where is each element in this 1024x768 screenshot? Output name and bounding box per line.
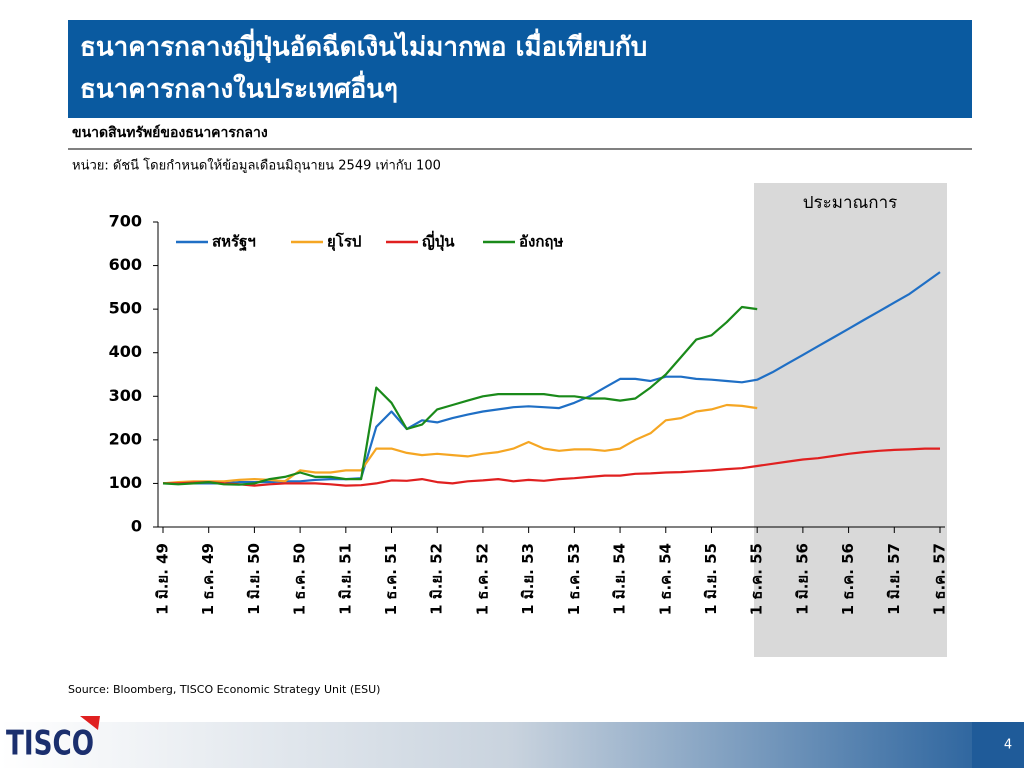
page-box — [972, 722, 1024, 768]
legend-label: ญี่ปุ่น — [422, 231, 455, 252]
x-tick-label: 1 มิ.ย. 49 — [154, 543, 172, 615]
x-tick-label: 1 มิ.ย. 51 — [336, 543, 354, 615]
page-number: 4 — [1004, 738, 1012, 753]
x-tick-label: 1 มิ.ย. 56 — [793, 543, 811, 615]
x-tick-label: 1 มิ.ย. 53 — [519, 543, 537, 615]
source: Source: Bloomberg, TISCO Economic Strate… — [68, 683, 380, 696]
forecast-region — [754, 183, 947, 657]
subtitle: ขนาดสินทรัพย์ของธนาคารกลาง — [72, 124, 268, 141]
logo-swoosh — [80, 716, 100, 730]
x-tick-label: 1 มิ.ย. 55 — [702, 543, 720, 615]
legend-label: อังกฤษ — [519, 233, 563, 251]
x-tick-label: 1 มิ.ย. 50 — [245, 543, 263, 615]
series-line — [162, 403, 758, 485]
unit-note: หน่วย: ดัชนี โดยกำหนดให้ข้อมูลเดือนมิถุน… — [72, 158, 441, 174]
legend-label: ยุโรป — [327, 232, 361, 252]
y-tick-label: 600 — [109, 255, 142, 274]
series-line — [163, 447, 940, 487]
y-tick-label: 500 — [109, 299, 142, 318]
footer-bar — [0, 722, 1024, 768]
x-tick-label: 1 ธ.ค. 55 — [748, 543, 766, 615]
x-tick-label: 1 ธ.ค. 52 — [473, 543, 491, 615]
y-tick-label: 400 — [109, 342, 142, 361]
x-tick-label: 1 ธ.ค. 57 — [931, 543, 949, 615]
legend-label: สหรัฐฯ — [212, 233, 256, 252]
y-tick-label: 700 — [109, 212, 142, 231]
x-tick-label: 1 มิ.ย. 57 — [885, 543, 903, 615]
x-tick-label: 1 ธ.ค. 54 — [656, 543, 674, 615]
title-bar — [68, 20, 972, 118]
series-line — [162, 305, 758, 486]
y-tick-label: 200 — [109, 429, 142, 448]
x-tick-label: 1 ธ.ค. 49 — [199, 543, 217, 615]
y-tick-label: 0 — [131, 517, 142, 536]
plot: 0 100 200 300 400 500 600 700 1 มิ.ย. 49 1 ธ.ค. 4… — [109, 212, 949, 616]
x-tick-label: 1 มิ.ย. 54 — [611, 543, 629, 615]
x-tick-label: 1 มิ.ย. 52 — [428, 543, 446, 615]
y-tick-label: 300 — [109, 386, 142, 405]
x-tick-label: 1 ธ.ค. 51 — [382, 543, 400, 615]
y-tick-label: 100 — [109, 473, 142, 492]
x-tick-label: 1 ธ.ค. 50 — [291, 543, 309, 615]
series-line — [163, 271, 941, 485]
title: ธนาคารกลางญี่ปุ่นอัดฉีดเงินไม่มากพอ เมื่… — [80, 28, 647, 64]
logo: TISCO — [6, 724, 94, 764]
annotation: ประมาณการ — [803, 193, 898, 213]
x-tick-label: 1 ธ.ค. 56 — [839, 543, 857, 615]
x-tick-label: 1 ธ.ค. 53 — [565, 543, 583, 615]
title: ธนาคารกลางในประเทศอื่นๆ — [80, 70, 398, 105]
